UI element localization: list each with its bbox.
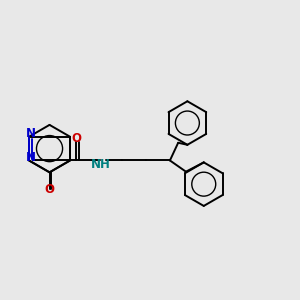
Text: O: O <box>71 132 81 145</box>
Text: N: N <box>26 128 35 140</box>
Text: O: O <box>44 183 55 196</box>
Text: N: N <box>26 151 35 164</box>
Text: NH: NH <box>91 158 111 171</box>
